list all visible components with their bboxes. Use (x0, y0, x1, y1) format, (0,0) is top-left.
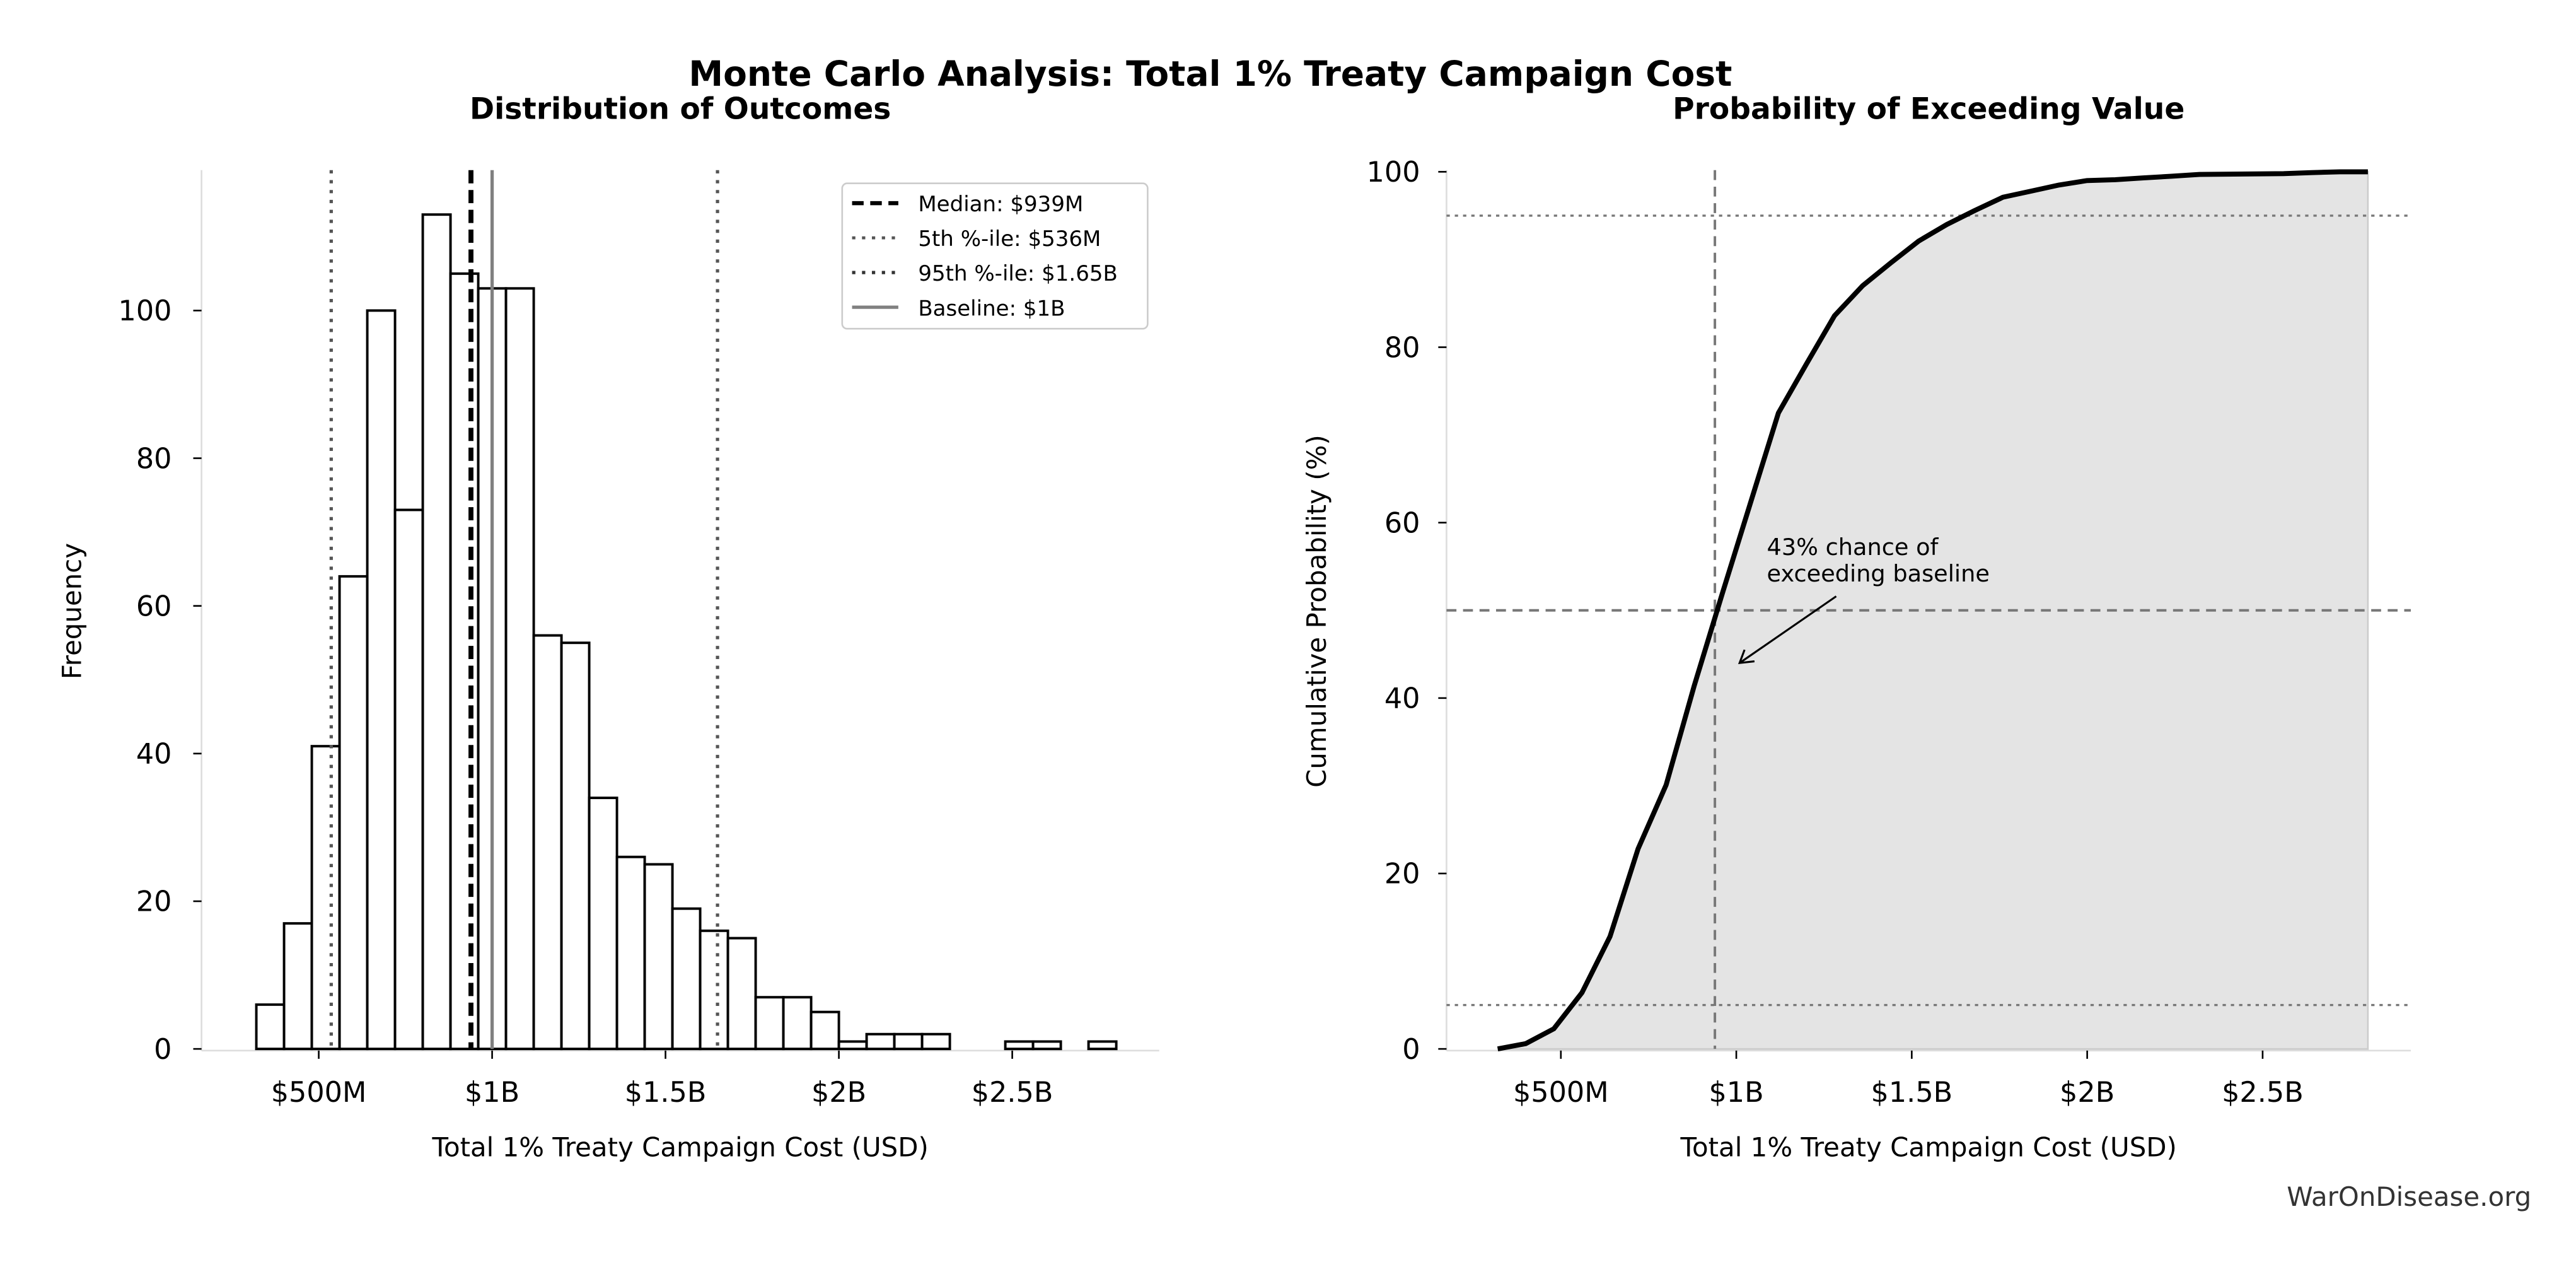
x-tick-label: $500M (271, 1077, 367, 1109)
histogram-bar (532, 634, 563, 1051)
histogram-bar (699, 929, 729, 1051)
cdf-title: Probability of Exceeding Value (1673, 92, 2184, 127)
y-tick-label: 0 (154, 1034, 171, 1066)
x-tick-label: $2.5B (972, 1077, 1053, 1109)
cdf-ylabel: Cumulative Probability (%) (1301, 435, 1332, 788)
x-tick-label: $500M (1513, 1077, 1609, 1109)
histogram-bar (671, 907, 702, 1051)
histogram-bar (1004, 1040, 1035, 1051)
y-tick-label: 0 (1402, 1034, 1420, 1066)
arrow-head-icon (1738, 649, 1755, 665)
x-tick-label: $2B (2060, 1077, 2115, 1109)
y-tick-label: 100 (119, 295, 172, 327)
cdf-panel: $500M $1B $1.5B $2B $2.5B 0 20 40 60 80 100 (1367, 156, 2411, 1109)
histogram-bar (837, 1040, 868, 1051)
x-tick-label: $1B (465, 1077, 519, 1109)
histogram-bar (282, 922, 313, 1051)
histogram-bar (754, 996, 785, 1051)
legend-baseline: Baseline: $1B (918, 296, 1065, 321)
y-tick-label: 80 (1384, 332, 1420, 364)
cdf-line (1497, 169, 2368, 1051)
annotation-arrow (1739, 595, 1837, 664)
legend-p5: 5th %-ile: $536M (918, 226, 1101, 252)
legend-p95: 95th %-ile: $1.65B (918, 261, 1118, 286)
x-tick-label: $1B (1709, 1077, 1763, 1109)
annotation-line1: 43% chance of (1767, 534, 1939, 561)
histogram-bar (865, 1032, 896, 1051)
annotation-line2: exceeding baseline (1767, 560, 1990, 587)
histogram-bar (504, 287, 535, 1051)
histogram-panel: $500M $1B $1.5B $2B $2.5B 0 20 40 60 80 100 (119, 170, 1159, 1109)
x-tick-label: $2B (811, 1077, 866, 1109)
histogram-bar (643, 863, 674, 1051)
histogram-bar (893, 1032, 924, 1051)
y-tick-label: 20 (1384, 858, 1420, 891)
y-tick-label: 40 (1384, 683, 1420, 715)
y-tick-label: 20 (136, 886, 172, 918)
y-tick-label: 60 (136, 590, 172, 622)
histogram-bar (615, 855, 646, 1051)
y-tick-label: 100 (1367, 156, 1420, 189)
hist-title: Distribution of Outcomes (470, 92, 891, 127)
histogram-bar (920, 1032, 951, 1051)
y-tick-label: 60 (1384, 507, 1420, 539)
histogram-bar (1087, 1040, 1118, 1051)
histogram-bar (421, 213, 452, 1051)
x-tick-label: $2.5B (2222, 1077, 2304, 1109)
figure-title: Monte Carlo Analysis: Total 1% Treaty Ca… (688, 54, 1732, 94)
histogram-bar (560, 641, 591, 1051)
histogram-bar (588, 797, 618, 1051)
histogram-bar (338, 575, 369, 1051)
y-tick-label: 40 (136, 739, 172, 771)
cdf-xlabel: Total 1% Treaty Campaign Cost (USD) (1680, 1131, 2177, 1162)
histogram-bar (782, 996, 813, 1051)
hist-xlabel: Total 1% Treaty Campaign Cost (USD) (431, 1131, 928, 1162)
histogram-bar (310, 745, 341, 1051)
hist-ylabel: Frequency (56, 543, 87, 679)
histogram-bar (809, 1010, 840, 1051)
watermark: WarOnDisease.org (2287, 1181, 2531, 1212)
histogram-bar (393, 508, 424, 1051)
histogram-bar (1031, 1040, 1062, 1051)
histogram-bar (255, 1003, 286, 1051)
y-tick-label: 80 (136, 443, 172, 475)
x-tick-label: $1.5B (625, 1077, 707, 1109)
legend: Median: $939M 5th %-ile: $536M 95th %-il… (841, 182, 1149, 330)
legend-median: Median: $939M (918, 192, 1083, 217)
histogram-bar (449, 272, 480, 1051)
x-tick-label: $1.5B (1871, 1077, 1953, 1109)
histogram-bar (726, 937, 757, 1051)
histogram-bar (366, 309, 397, 1051)
